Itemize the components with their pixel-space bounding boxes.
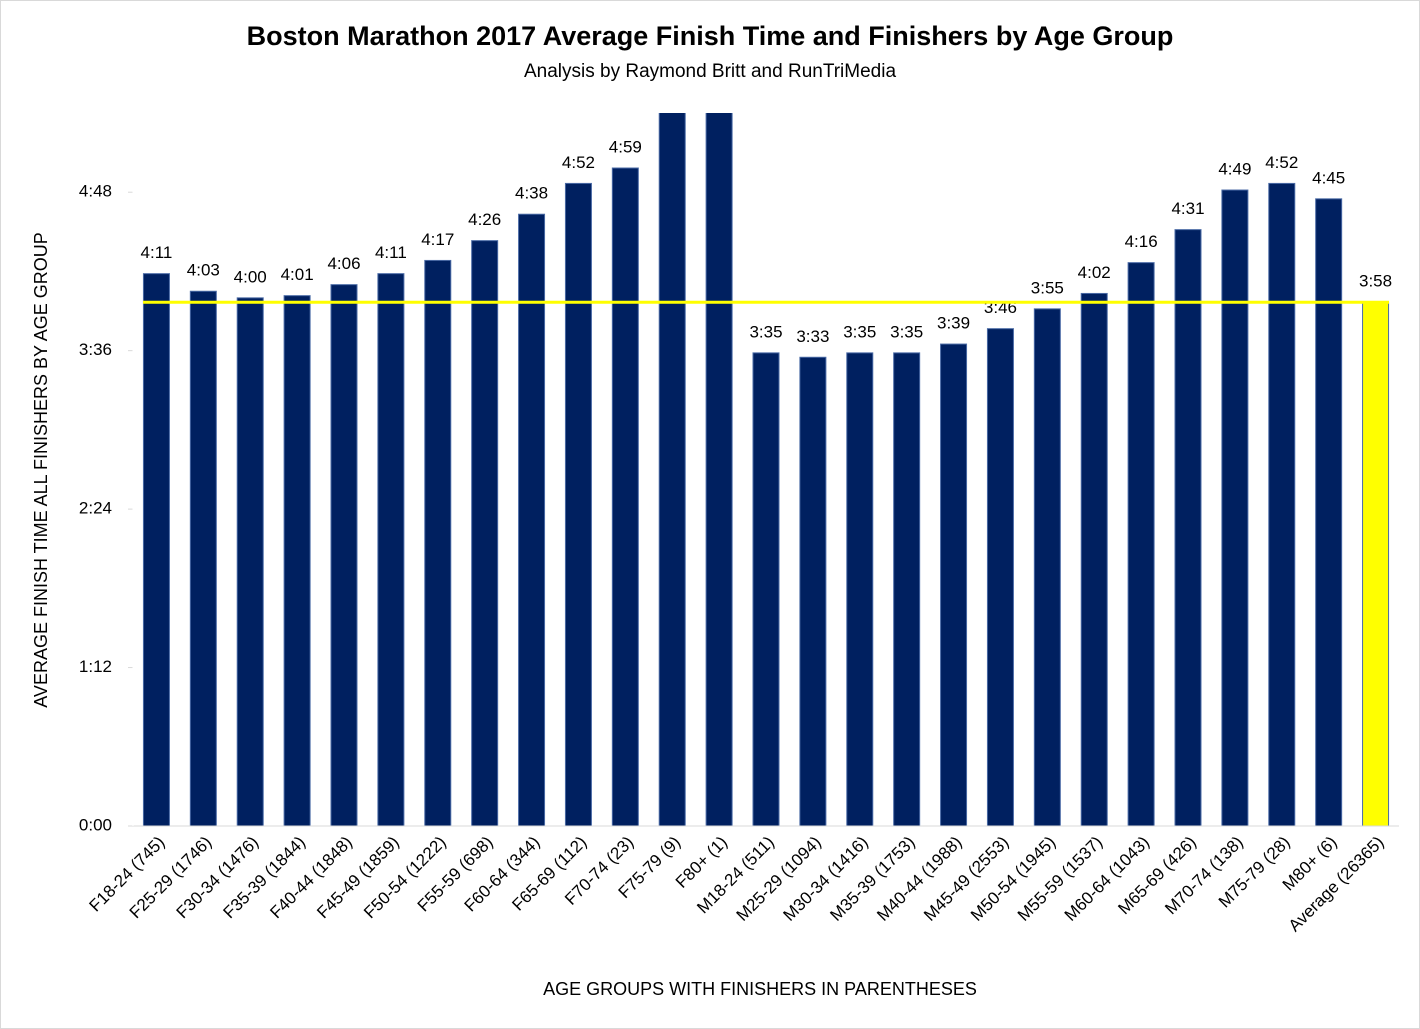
bar [424, 259, 452, 827]
data-label: 4:03 [187, 261, 220, 280]
bar [330, 284, 358, 827]
bar [142, 273, 170, 827]
data-label: 4:16 [1125, 232, 1158, 251]
bar [1080, 292, 1108, 827]
data-label: 4:00 [234, 267, 267, 286]
data-label: 3:39 [937, 314, 970, 333]
data-label: 4:06 [327, 254, 360, 273]
bar [986, 328, 1014, 827]
bar [752, 352, 780, 827]
y-tick-label: 1:12 [79, 657, 112, 676]
data-label: 3:35 [749, 322, 782, 341]
bar [189, 290, 217, 827]
data-label: 3:35 [843, 322, 876, 341]
bar [1221, 189, 1249, 827]
data-label: 4:38 [515, 184, 548, 203]
data-label: 4:31 [1171, 199, 1204, 218]
bar [1174, 229, 1202, 827]
bar [377, 273, 405, 827]
data-label: 4:45 [1312, 168, 1345, 187]
data-label: 4:52 [1265, 153, 1298, 172]
bar [564, 182, 592, 827]
bar [1362, 301, 1390, 827]
y-tick-label: 3:36 [79, 340, 112, 359]
x-axis-title: AGE GROUPS WITH FINISHERS IN PARENTHESES [543, 979, 977, 999]
bar [799, 356, 827, 827]
data-label: 3:55 [1031, 278, 1064, 297]
data-label: 4:17 [421, 230, 454, 249]
data-label: 4:52 [562, 153, 595, 172]
data-label: 4:26 [468, 210, 501, 229]
bar [518, 213, 546, 827]
chart-title: Boston Marathon 2017 Average Finish Time… [247, 21, 1174, 51]
bar [471, 240, 499, 827]
y-tick-label: 2:24 [79, 499, 112, 518]
bar [705, 113, 733, 827]
data-label: 4:49 [1218, 160, 1251, 179]
bar [846, 352, 874, 827]
bar [658, 113, 686, 827]
bar [940, 343, 968, 827]
bar [1033, 308, 1061, 827]
bar [283, 295, 311, 827]
bar [1127, 262, 1155, 827]
data-label: 4:02 [1078, 263, 1111, 282]
data-label: 3:33 [796, 327, 829, 346]
data-label: 4:59 [609, 137, 642, 156]
y-tick-label: 4:48 [79, 182, 112, 201]
data-label: 3:35 [890, 322, 923, 341]
chart-subtitle: Analysis by Raymond Britt and RunTriMedi… [524, 61, 896, 82]
bar [611, 167, 639, 827]
data-label: 4:11 [375, 243, 407, 262]
y-tick-label: 0:00 [79, 815, 112, 834]
y-axis-title: AVERAGE FINISH TIME ALL FINISHERS BY AGE… [31, 232, 51, 707]
bar [893, 352, 921, 827]
bar [1268, 182, 1296, 827]
data-label: 4:01 [281, 265, 314, 284]
data-label: 3:58 [1359, 272, 1392, 291]
data-label: 4:11 [141, 243, 173, 262]
bar [236, 297, 264, 827]
bar [1315, 198, 1343, 827]
